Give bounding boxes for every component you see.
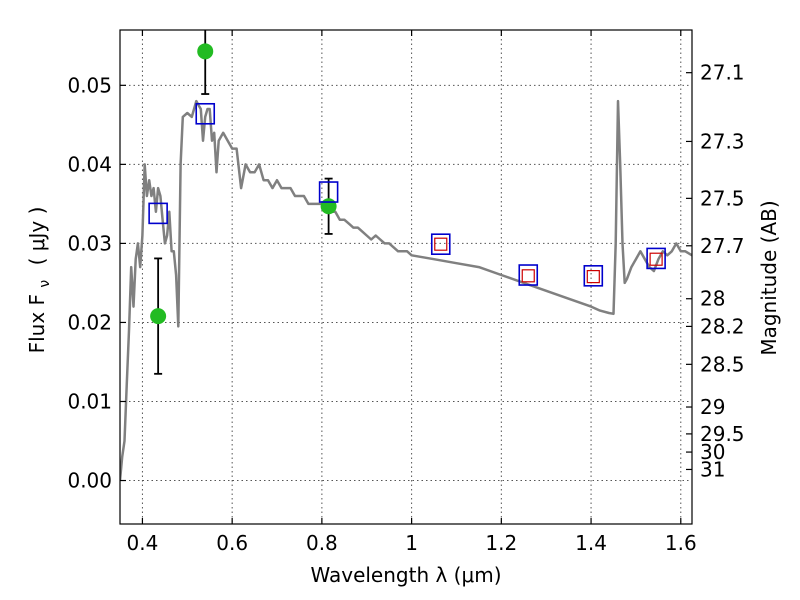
y-tick-label-3: 0.03 <box>67 231 112 255</box>
y-tick-label-0: 0.00 <box>67 469 112 493</box>
x-tick-label-1: 0.6 <box>216 531 248 555</box>
observed-point-0 <box>150 308 167 325</box>
x-tick-label-6: 1.6 <box>665 531 697 555</box>
model-box-1 <box>195 102 216 125</box>
mag-tick-label-2: 27.5 <box>700 186 745 210</box>
ticks-layer: 0.4 0.6 0.8 1 1.2 1.4 1.6 0.00 0.01 0.02 0.03 0.04 0… <box>67 30 745 555</box>
model-box-2 <box>318 181 339 203</box>
obs-box-0 <box>434 237 448 251</box>
mag-tick-label-5: 28.2 <box>700 314 745 338</box>
mag-tick-label-0: 27.1 <box>700 61 745 85</box>
obs-box-2 <box>586 270 600 284</box>
mag-tick-label-10: 31 <box>700 457 725 481</box>
y-axis-label-sub: ν <box>37 280 53 288</box>
y-tick-label-4: 0.04 <box>67 152 112 176</box>
model-spectrum-line <box>120 99 692 481</box>
series-layer <box>120 30 692 481</box>
model-box-0 <box>148 202 168 225</box>
y-axis-label-unit: ( μJy ) <box>25 207 49 266</box>
x-axis-label: Wavelength λ (μm) <box>310 563 501 587</box>
mag-tick-label-6: 28.5 <box>700 352 745 376</box>
model-box-6 <box>646 247 666 270</box>
x-tick-label-2: 0.8 <box>306 531 338 555</box>
x-tick-label-0: 0.4 <box>127 531 159 555</box>
mag-tick-label-7: 29 <box>700 395 725 419</box>
model-box-3 <box>430 233 451 255</box>
y-axis-label-left: Flux F ν ( μJy ) <box>25 207 54 354</box>
mag-tick-label-4: 28 <box>700 287 725 311</box>
mag-tick-label-3: 27.7 <box>700 234 745 258</box>
obs-box-1 <box>521 269 535 283</box>
y-axis-label-right: Magnitude (AB) <box>757 200 781 355</box>
mag-tick-label-9: 30 <box>700 440 725 464</box>
y-tick-label-1: 0.01 <box>67 389 112 413</box>
mag-tick-label-1: 27.3 <box>700 129 745 153</box>
y-tick-label-5: 0.05 <box>67 73 112 97</box>
model-box-4 <box>518 264 539 286</box>
svg-text:Magnitude (AB): Magnitude (AB) <box>757 200 781 355</box>
x-tick-label-3: 1 <box>405 531 418 555</box>
x-tick-label-4: 1.2 <box>485 531 517 555</box>
observed-point-1 <box>197 43 214 60</box>
mag-tick-label-8: 29.5 <box>700 422 745 446</box>
y-axis-label-main: Flux F <box>25 294 49 353</box>
observed-point-2 <box>320 198 337 215</box>
x-tick-label-5: 1.4 <box>575 531 607 555</box>
model-box-5 <box>583 265 604 287</box>
obs-box-3 <box>649 252 663 266</box>
y-tick-label-2: 0.02 <box>67 310 112 334</box>
plot-frame <box>119 29 693 525</box>
svg-text:Flux F ν ( μJ: Flux F ν ( μJy ) <box>25 207 54 354</box>
